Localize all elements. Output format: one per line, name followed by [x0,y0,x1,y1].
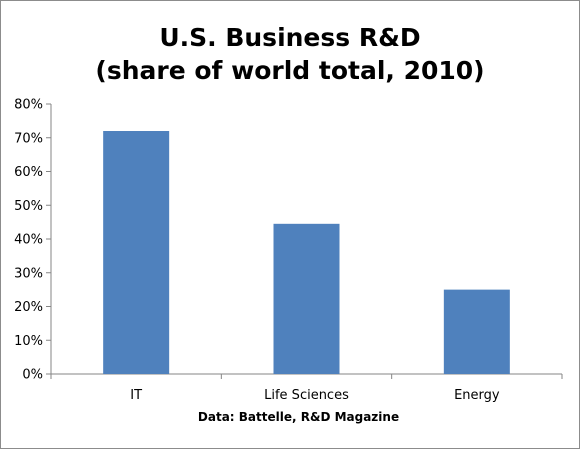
chart-title-line-2: (share of world total, 2010) [95,56,485,85]
x-tick-label: IT [130,388,142,403]
chart-title: U.S. Business R&D (share of world total,… [1,21,579,87]
y-tick-label: 80% [14,98,43,113]
y-tick-label: 30% [14,266,43,281]
y-tick-label: 0% [22,368,43,383]
source-note: Data: Battelle, R&D Magazine [198,410,399,424]
y-tick-label: 50% [14,199,43,214]
bar-life-sciences [273,223,340,374]
bar-it [103,131,170,374]
y-tick-label: 40% [14,233,43,248]
chart-title-line-1: U.S. Business R&D [159,23,421,52]
y-tick-label: 20% [14,300,43,315]
y-tick-label: 70% [14,131,43,146]
y-tick-label: 60% [14,165,43,180]
y-tick-label: 10% [14,334,43,349]
bar-energy [443,289,510,374]
x-tick-label: Life Sciences [264,388,349,403]
x-tick-label: Energy [454,388,500,403]
